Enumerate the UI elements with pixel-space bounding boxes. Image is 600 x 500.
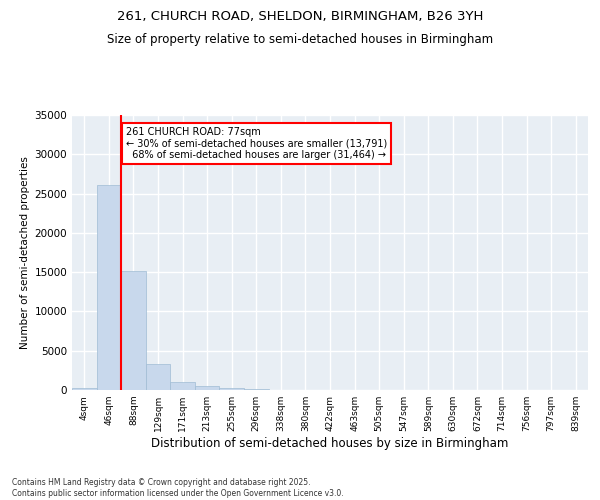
Bar (170, 382, 195, 390)
X-axis label: Distribution of semi-detached houses by size in Birmingham: Distribution of semi-detached houses by … (151, 437, 509, 450)
Bar (220, 388, 244, 390)
Text: Size of property relative to semi-detached houses in Birmingham: Size of property relative to semi-detach… (107, 32, 493, 46)
Bar (72, 388, 97, 390)
Bar (146, 364, 170, 390)
Bar (97, 185, 121, 390)
Y-axis label: Number of semi-detached properties: Number of semi-detached properties (20, 156, 30, 349)
Bar (121, 270, 146, 390)
Text: 261, CHURCH ROAD, SHELDON, BIRMINGHAM, B26 3YH: 261, CHURCH ROAD, SHELDON, BIRMINGHAM, B… (117, 10, 483, 23)
Bar (195, 386, 220, 390)
Text: Contains HM Land Registry data © Crown copyright and database right 2025.
Contai: Contains HM Land Registry data © Crown c… (12, 478, 344, 498)
Text: 261 CHURCH ROAD: 77sqm
← 30% of semi-detached houses are smaller (13,791)
  68% : 261 CHURCH ROAD: 77sqm ← 30% of semi-det… (126, 127, 388, 160)
